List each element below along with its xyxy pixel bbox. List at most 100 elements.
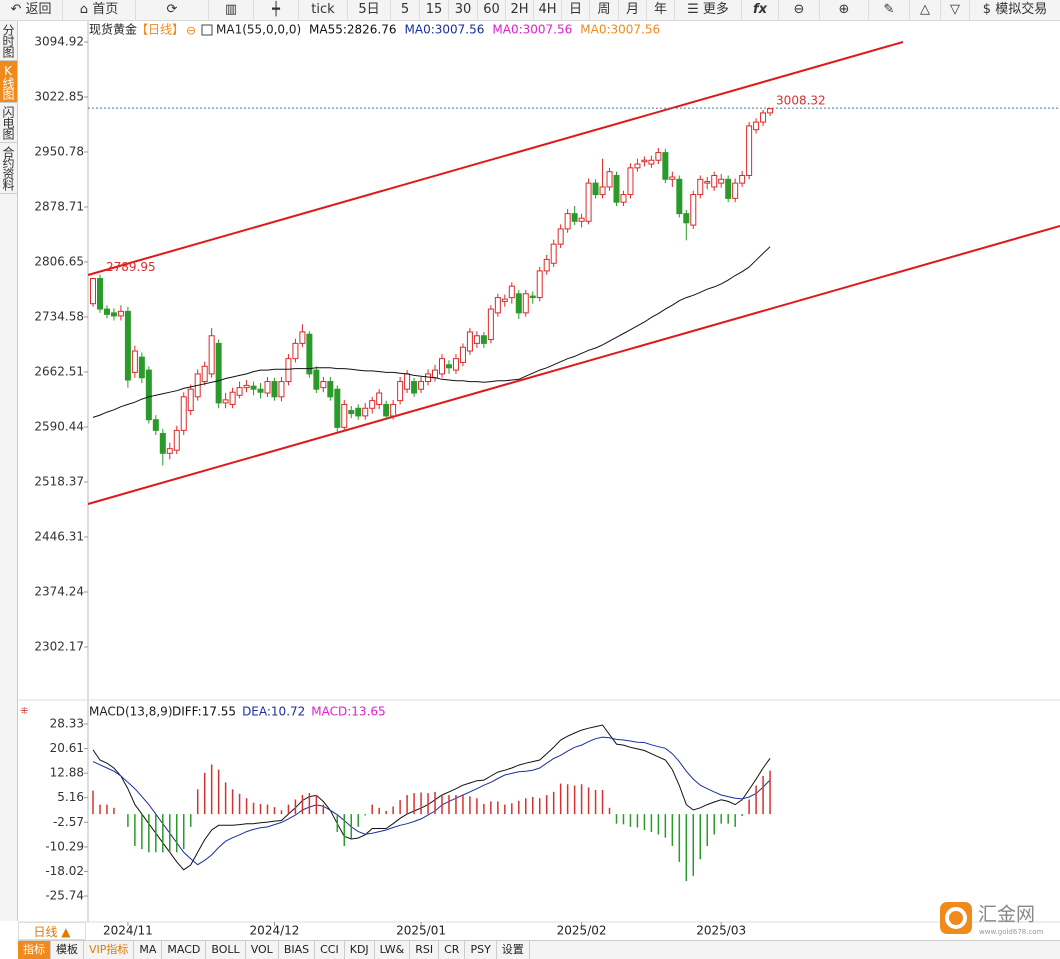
zoom-out[interactable]: ⊖ [779, 0, 820, 20]
candle-body [243, 384, 250, 389]
candle-body [606, 171, 613, 188]
candle-body [585, 182, 592, 222]
candle-body [466, 331, 473, 352]
down-button[interactable]: ▽ [941, 0, 970, 20]
y-tick-label: 2878.71 [34, 200, 84, 214]
formula-button[interactable]: fx [742, 0, 779, 20]
indicator-tab[interactable]: PSY [465, 941, 497, 959]
macd-bar [357, 814, 359, 827]
macd-bar [406, 795, 408, 815]
indicator-tab[interactable]: BOLL [206, 941, 246, 959]
candle-body [487, 308, 494, 341]
y-tick-label: 2446.31 [34, 530, 84, 544]
side-tab[interactable]: 闪电图 [0, 103, 17, 143]
indicator-tab[interactable]: KDJ [345, 941, 375, 959]
side-tab[interactable]: K线图 [0, 61, 17, 103]
more-button[interactable]: ☰ 更多 [675, 0, 742, 20]
macd-bar [217, 769, 220, 815]
macd-bar [685, 814, 688, 881]
candle-body [557, 228, 564, 245]
indicator-tab[interactable]: BIAS [279, 941, 316, 959]
chart-icon[interactable]: ▥ [209, 0, 254, 20]
macd-bar [713, 814, 715, 835]
indicator-tab[interactable]: CR [439, 941, 466, 959]
macd-bar [378, 807, 380, 815]
indicator-tab[interactable]: MA [134, 941, 163, 959]
macd-bar [252, 802, 255, 815]
candle-body [697, 178, 704, 196]
macd-bar [392, 806, 394, 815]
candle-body [564, 213, 571, 230]
macd-bar [427, 793, 429, 815]
macd-title: MACD(13,8,9) [89, 705, 173, 719]
period-button[interactable]: 月 [619, 0, 647, 20]
legend-entry: MA0:3007.56 [580, 23, 660, 37]
indicator-tab[interactable]: CCI [315, 941, 345, 959]
indicator-tab[interactable]: VOL [246, 941, 279, 959]
period-tab[interactable]: 日线 ▲ [18, 922, 86, 940]
indicator-tab[interactable]: 模板 [51, 941, 84, 959]
candle-body [425, 373, 432, 383]
sim-trade[interactable]: $ 模拟交易 [982, 2, 1048, 17]
period-button[interactable]: 周 [590, 0, 619, 20]
macd-bar [294, 799, 297, 815]
period-button[interactable]: 日 [562, 0, 590, 20]
candle-body [159, 432, 166, 454]
period-button[interactable]: 5 [391, 0, 420, 20]
x-tick-label: 2024/12 [250, 924, 300, 938]
side-tab[interactable]: 合约资料 [0, 143, 17, 194]
macd-bar [455, 795, 457, 815]
macd-line [92, 724, 771, 871]
y-tick-label: 2734.58 [34, 310, 84, 324]
candle-body [578, 217, 585, 222]
candle-icon[interactable]: ┿ [254, 0, 299, 20]
tick-button[interactable]: tick [299, 0, 348, 20]
macd-bar [636, 814, 639, 828]
legend-entry: DEA:10.72 [242, 705, 305, 719]
zoom-in[interactable]: ⊕ [820, 0, 869, 20]
candle-body [348, 410, 355, 415]
candle-body [383, 403, 390, 417]
indicator-tab[interactable]: MACD [162, 941, 207, 959]
period-button[interactable]: 2H [506, 0, 534, 20]
candle-body [725, 178, 732, 199]
indicator-tab[interactable]: VIP指标 [84, 941, 135, 959]
indicator-tab[interactable]: LW& [375, 941, 411, 959]
period-button[interactable]: 年 [647, 0, 675, 20]
period-button[interactable]: 30 [449, 0, 478, 20]
candle-body [767, 108, 774, 114]
trend-line [87, 41, 904, 276]
period-button[interactable]: 15 [420, 0, 449, 20]
candle-body [152, 419, 159, 431]
side-tab[interactable]: 分时图 [0, 21, 17, 61]
candle-body [376, 392, 383, 405]
period-button[interactable]: 5日 [348, 0, 391, 20]
candle-body [236, 387, 243, 396]
trend-line [87, 225, 1060, 505]
candle-body [445, 364, 452, 369]
macd-bar [643, 814, 646, 831]
logo-icon [945, 907, 967, 929]
indicator-tab[interactable]: 指标 [18, 941, 51, 959]
indicator-tab[interactable]: RSI [410, 941, 440, 959]
macd-bar [538, 798, 541, 815]
period-button[interactable]: 4H [534, 0, 562, 20]
candle-body [432, 369, 439, 379]
refresh-button[interactable]: ⟳ [136, 0, 209, 20]
indicator-tab[interactable]: 设置 [497, 941, 530, 959]
up-button[interactable]: △ [910, 0, 941, 20]
macd-bar [448, 795, 450, 815]
candle-body [662, 152, 669, 180]
draw-button[interactable]: ✎ [869, 0, 910, 20]
candle-body [320, 381, 327, 389]
macd-bar [301, 795, 304, 815]
macd-bar [650, 814, 653, 832]
period-button[interactable]: 60 [478, 0, 506, 20]
macd-bar [594, 789, 597, 815]
setting-icon: ⊖ [186, 24, 196, 38]
macd-bar [587, 787, 590, 815]
y-tick-label: 2806.65 [34, 255, 84, 269]
back-button[interactable]: ↶ 返回 [0, 0, 63, 20]
macd-bar [224, 782, 227, 815]
home-button[interactable]: ⌂ 首页 [63, 0, 136, 20]
